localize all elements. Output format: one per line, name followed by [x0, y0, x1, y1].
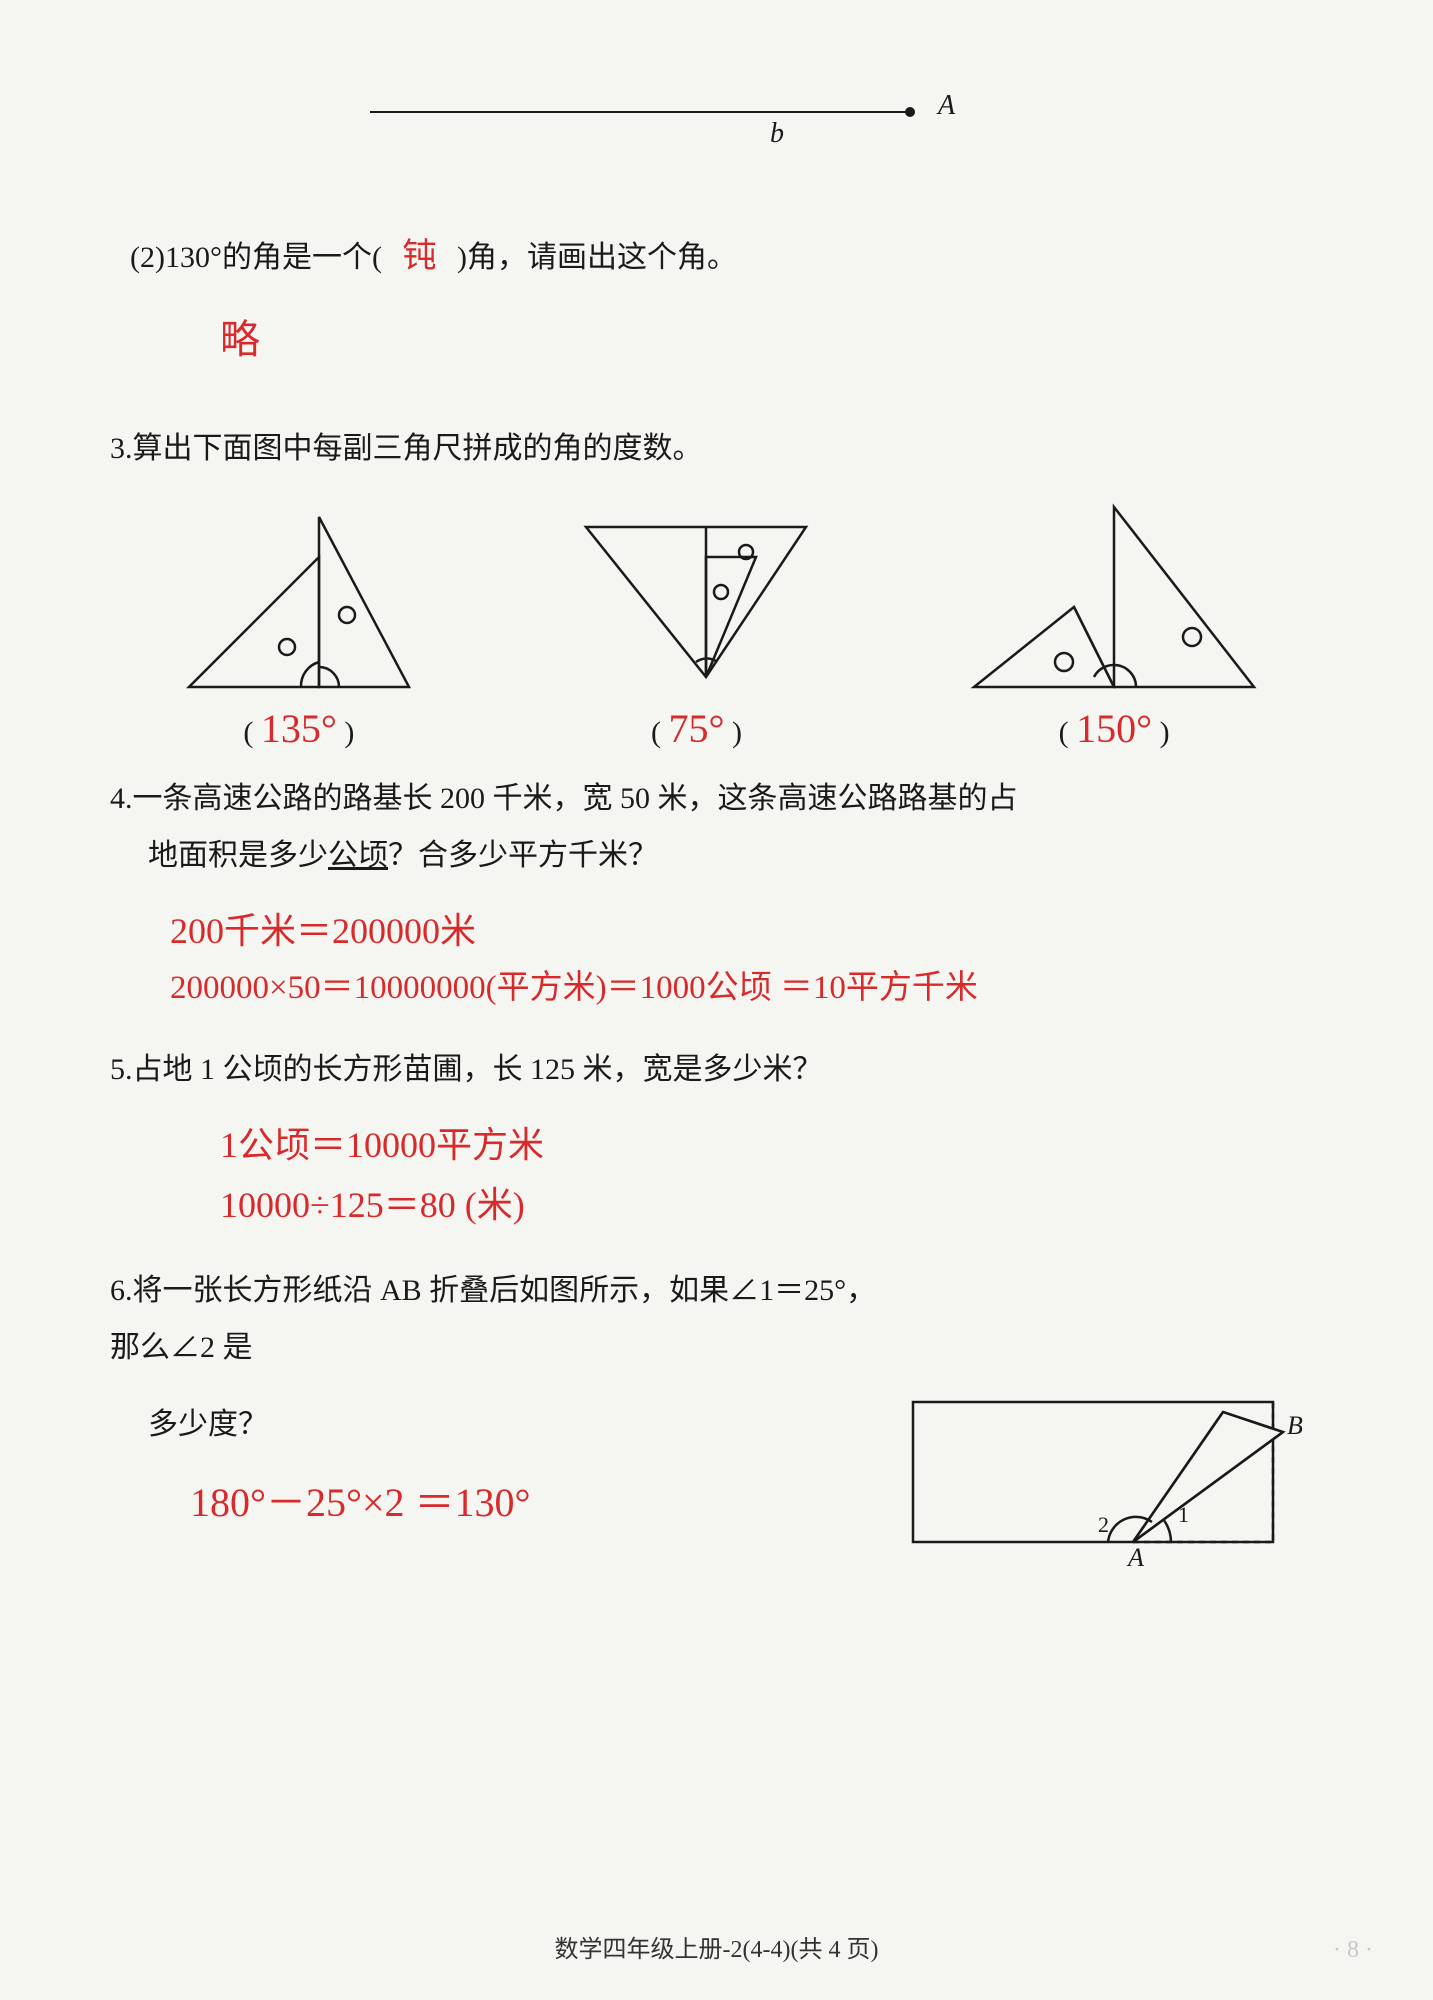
q3-fig3: ( 150° ) [964, 497, 1264, 752]
q3-fig3-svg [964, 497, 1264, 697]
q6-svg: A B 2 1 [903, 1352, 1303, 1572]
q6-work1: 180°－25°×2 ＝130° [190, 1473, 903, 1533]
q3-figures: ( 135° ) ( 75° ) [110, 497, 1323, 752]
q4: 4.一条高速公路的路基长 200 千米，宽 50 米，这条高速公路路基的占 地面… [110, 770, 1323, 884]
q3-fig1-svg [169, 497, 429, 697]
q3-ans3-wrap: ( 150° ) [964, 705, 1264, 752]
q2: (2)130°的角是一个( 钝 )角，请画出这个角。 [130, 225, 1323, 290]
q5-work2: 10000÷125＝80 (米) [220, 1178, 1323, 1232]
q6-label-1: 1 [1178, 1502, 1189, 1527]
q6-label-2: 2 [1098, 1512, 1109, 1537]
q2-suffix: )角，请画出这个角。 [457, 241, 737, 274]
q3-ans2: 75° [668, 706, 724, 751]
q4-work2: 200000×50＝10000000(平方米)＝1000公顷 ＝10平方千米 [170, 964, 1323, 1014]
paren-open: ( [243, 716, 253, 749]
line-b-figure: A b [370, 100, 1323, 145]
q4-work1: 200千米＝200000米 [170, 904, 1323, 958]
q5-prompt: 5.占地 1 公顷的长方形苗圃，长 125 米，宽是多少米？ [110, 1041, 1323, 1098]
q3-ans3: 150° [1076, 706, 1152, 751]
q6-label-B: B [1287, 1411, 1303, 1440]
q3-fig1: ( 135° ) [169, 497, 429, 752]
q2-prefix: (2)130°的角是一个( [130, 241, 382, 274]
paren-close: ) [1160, 716, 1170, 749]
q4-line2: 地面积是多少公顷？合多少平方千米？ [148, 827, 1323, 884]
q3-prompt: 3.算出下面图中每副三角尺拼成的角的度数。 [110, 420, 1323, 477]
footer: 数学四年级上册-2(4-4)(共 4 页) [0, 1929, 1433, 1964]
q4-line1: 4.一条高速公路的路基长 200 千米，宽 50 米，这条高速公路路基的占 [110, 770, 1323, 827]
paren-open: ( [651, 716, 661, 749]
q4-line2-b: ？合多少平方千米？ [388, 839, 658, 872]
line-b-svg [370, 100, 930, 140]
label-A: A [938, 90, 955, 122]
q2-answer: 钝 [389, 225, 449, 290]
q6-figure: A B 2 1 [903, 1352, 1303, 1577]
q6: 6.将一张长方形纸沿 AB 折叠后如图所示，如果∠1＝25°，那么∠2 是 多少… [110, 1262, 1323, 1577]
q2-omit: 略 [220, 310, 1323, 370]
q6-line2: 多少度？ [148, 1396, 903, 1453]
q3-ans1: 135° [261, 706, 337, 751]
q6-label-A: A [1126, 1543, 1144, 1572]
q3-ans1-wrap: ( 135° ) [169, 705, 429, 752]
q3-ans2-wrap: ( 75° ) [566, 705, 826, 752]
label-b: b [770, 118, 784, 150]
q3-fig2-svg [566, 497, 826, 697]
paren-open: ( [1059, 716, 1069, 749]
q5-work1: 1公顷＝10000平方米 [220, 1118, 1323, 1172]
q4-line2-a: 地面积是多少 [148, 839, 328, 872]
paren-close: ) [732, 716, 742, 749]
q6-line1: 6.将一张长方形纸沿 AB 折叠后如图所示，如果∠1＝25°，那么∠2 是 [110, 1262, 903, 1376]
paren-close: ) [344, 716, 354, 749]
q4-line2-u: 公顷 [328, 839, 388, 872]
q3-fig2: ( 75° ) [566, 497, 826, 752]
pagenum: · 8 · [1333, 1937, 1373, 1964]
